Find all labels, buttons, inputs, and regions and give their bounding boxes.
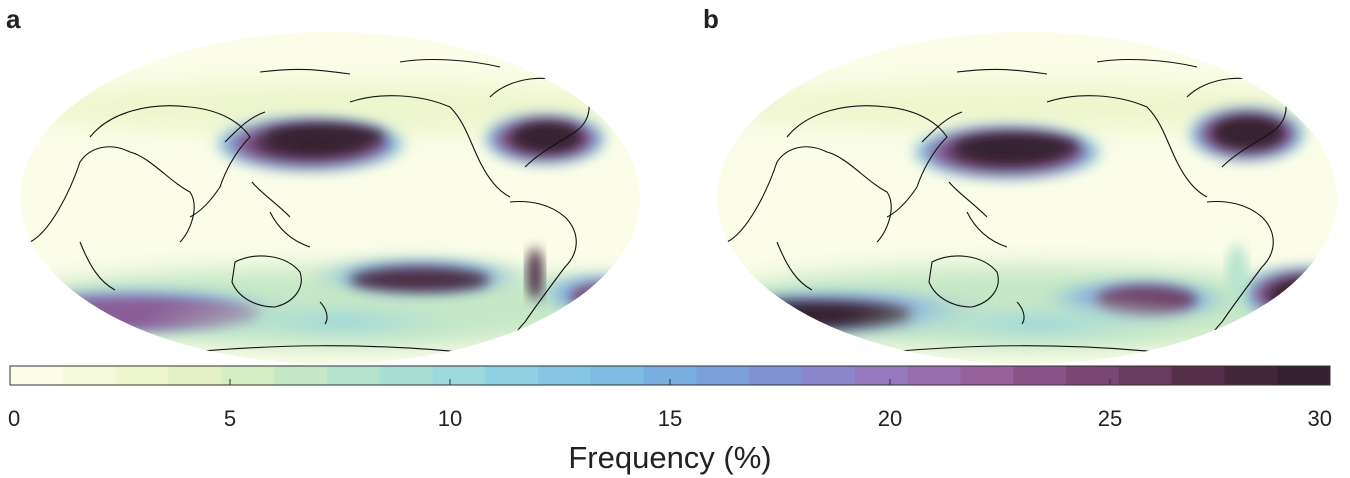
colorbar-swatch (802, 366, 856, 385)
colorbar-swatch (115, 366, 169, 385)
colorbar-swatch (1066, 366, 1120, 385)
colorbar-tick-label: 5 (224, 406, 236, 431)
colorbar-swatch (1013, 366, 1067, 385)
colorbar-swatch (643, 366, 697, 385)
colorbar-swatch (379, 366, 433, 385)
map-panel-a (20, 32, 640, 364)
map-panel-b (717, 32, 1337, 364)
colorbar-swatch (749, 366, 803, 385)
colorbar-swatch (485, 366, 539, 385)
colorbar-swatch (907, 366, 961, 385)
colorbar-swatch (221, 366, 275, 385)
panel-label-a: a (6, 4, 21, 34)
colorbar-ticks: 0 5 10 15 20 25 30 (8, 379, 1332, 431)
colorbar-tick-label: 15 (658, 406, 682, 431)
colorbar-title: Frequency (%) (568, 440, 772, 475)
colorbar-swatch (326, 366, 381, 385)
colorbar-swatch (274, 366, 328, 385)
colorbar-tick-label: 20 (878, 406, 902, 431)
colorbar-swatches (10, 366, 1331, 385)
colorbar-swatch (538, 366, 592, 385)
colorbar-swatch (10, 366, 64, 385)
colorbar-swatch (432, 366, 486, 385)
colorbar-swatch (854, 366, 909, 385)
colorbar-swatch (960, 366, 1014, 385)
colorbar-swatch (1118, 366, 1173, 385)
colorbar: 0 5 10 15 20 25 30 (8, 365, 1332, 431)
colorbar-swatch (696, 366, 750, 385)
colorbar-swatch (1224, 366, 1278, 385)
colorbar-tick-label: 30 (1308, 406, 1332, 431)
colorbar-swatch (62, 366, 117, 385)
colorbar-tick-label: 10 (438, 406, 462, 431)
colorbar-tick-label: 0 (8, 406, 20, 431)
colorbar-tick-label: 25 (1098, 406, 1122, 431)
colorbar-swatch (1277, 366, 1331, 385)
colorbar-swatch (1171, 366, 1225, 385)
colorbar-swatch (168, 366, 222, 385)
colorbar-swatch (590, 366, 645, 385)
panel-label-b: b (703, 4, 719, 34)
